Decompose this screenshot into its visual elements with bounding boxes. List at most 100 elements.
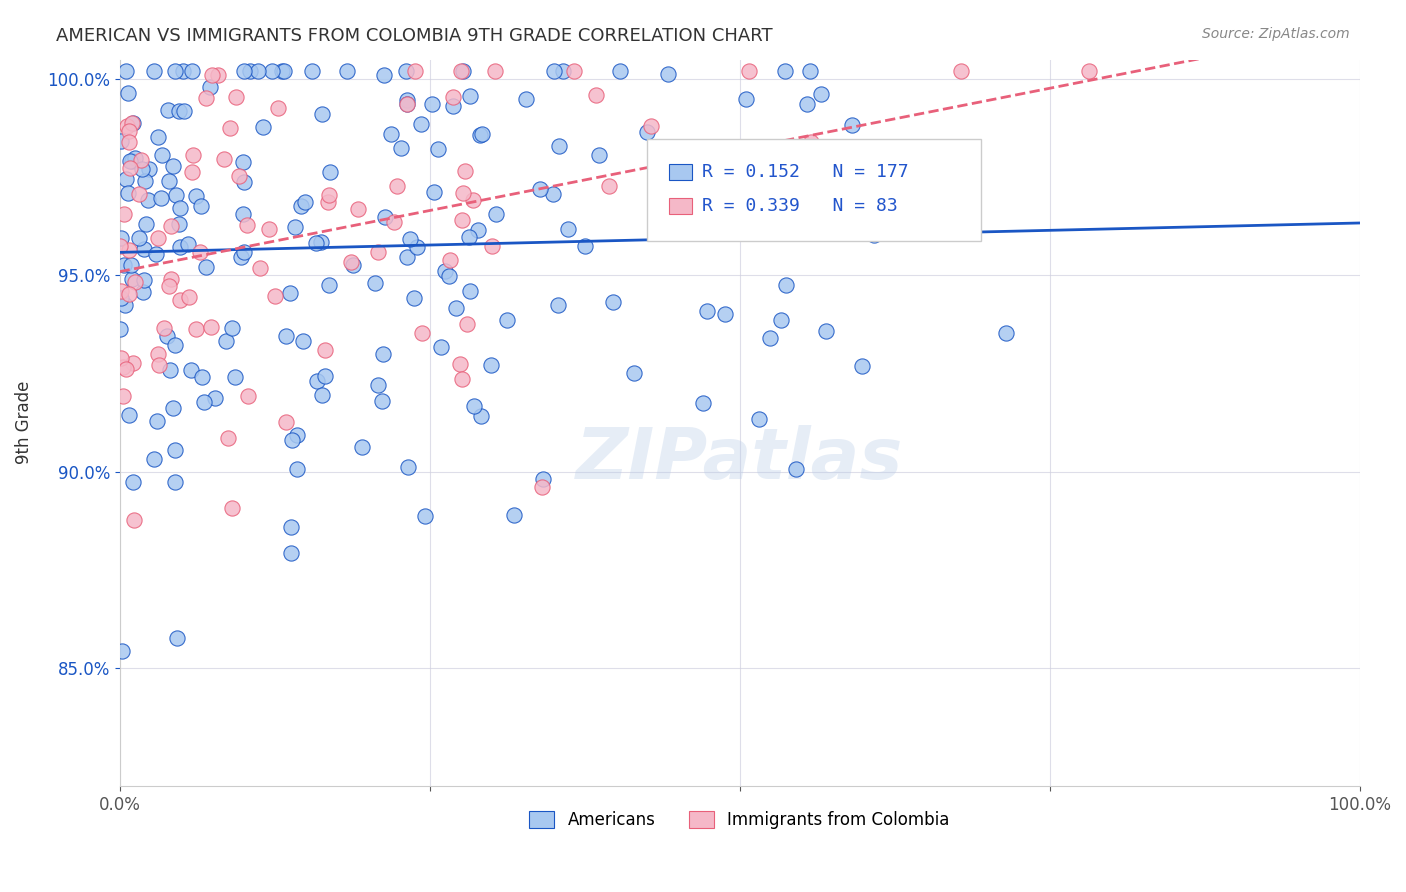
Americans: [371, 394, 394, 409]
Immigrants from Colombia: [450, 64, 472, 78]
Americans: [588, 148, 610, 162]
Americans: [458, 230, 481, 244]
Immigrants from Colombia: [598, 178, 620, 193]
Americans: [396, 96, 419, 111]
Immigrants from Colombia: [207, 68, 229, 82]
Americans: [172, 64, 194, 78]
Americans: [128, 231, 150, 245]
Immigrants from Colombia: [110, 351, 132, 365]
Americans: [301, 64, 323, 78]
Americans: [166, 631, 188, 645]
Americans: [609, 64, 631, 78]
Americans: [150, 191, 173, 205]
Immigrants from Colombia: [228, 169, 250, 184]
Americans: [350, 440, 373, 454]
Immigrants from Colombia: [111, 389, 134, 403]
Immigrants from Colombia: [212, 152, 235, 166]
Americans: [831, 177, 853, 191]
Americans: [430, 340, 453, 354]
Americans: [184, 189, 207, 203]
Americans: [121, 154, 143, 169]
Immigrants from Colombia: [111, 360, 134, 375]
Immigrants from Colombia: [263, 289, 285, 303]
Immigrants from Colombia: [461, 193, 484, 207]
Immigrants from Colombia: [346, 202, 368, 216]
Immigrants from Colombia: [180, 165, 202, 179]
Americans: [284, 219, 307, 234]
Immigrants from Colombia: [793, 159, 815, 173]
Immigrants from Colombia: [115, 120, 138, 134]
Americans: [163, 64, 186, 78]
Immigrants from Colombia: [738, 64, 761, 78]
Americans: [815, 324, 838, 338]
Americans: [551, 64, 574, 78]
Immigrants from Colombia: [159, 219, 181, 233]
Americans: [692, 396, 714, 410]
Americans: [318, 277, 340, 292]
Americans: [304, 235, 326, 250]
Immigrants from Colombia: [117, 135, 139, 149]
Immigrants from Colombia: [157, 279, 180, 293]
Americans: [775, 64, 797, 78]
Americans: [110, 134, 132, 148]
Americans: [799, 64, 821, 78]
Americans: [233, 175, 256, 189]
Americans: [232, 155, 254, 169]
Americans: [696, 303, 718, 318]
Americans: [775, 277, 797, 292]
Americans: [200, 80, 222, 95]
Americans: [311, 107, 333, 121]
Americans: [136, 193, 159, 207]
Americans: [851, 359, 873, 373]
Immigrants from Colombia: [122, 356, 145, 370]
Immigrants from Colombia: [153, 321, 176, 335]
Immigrants from Colombia: [367, 244, 389, 259]
Americans: [280, 433, 302, 447]
Americans: [134, 273, 156, 287]
Americans: [193, 394, 215, 409]
Immigrants from Colombia: [453, 163, 475, 178]
Americans: [110, 292, 132, 306]
Americans: [114, 64, 136, 78]
Text: R = 0.152   N = 177: R = 0.152 N = 177: [702, 163, 908, 181]
Americans: [470, 128, 492, 143]
Americans: [735, 93, 758, 107]
Americans: [165, 475, 187, 490]
Americans: [373, 347, 395, 361]
Americans: [121, 272, 143, 286]
Americans: [406, 240, 429, 254]
Americans: [713, 307, 735, 321]
Immigrants from Colombia: [122, 513, 145, 527]
Americans: [260, 64, 283, 78]
Americans: [180, 64, 202, 78]
Americans: [112, 258, 135, 272]
Americans: [311, 388, 333, 402]
Immigrants from Colombia: [194, 91, 217, 105]
Americans: [841, 118, 863, 132]
Americans: [309, 235, 332, 250]
Americans: [759, 331, 782, 345]
Americans: [150, 148, 173, 162]
Americans: [810, 87, 832, 101]
Americans: [162, 159, 184, 173]
Americans: [108, 321, 131, 335]
Americans: [434, 264, 457, 278]
Americans: [122, 116, 145, 130]
Immigrants from Colombia: [115, 361, 138, 376]
Americans: [290, 199, 312, 213]
Americans: [169, 201, 191, 215]
Immigrants from Colombia: [124, 275, 146, 289]
Immigrants from Colombia: [411, 326, 433, 340]
Americans: [602, 295, 624, 310]
Immigrants from Colombia: [177, 290, 200, 304]
Americans: [191, 369, 214, 384]
Immigrants from Colombia: [118, 244, 141, 258]
Americans: [246, 64, 269, 78]
Americans: [453, 64, 475, 78]
Americans: [190, 198, 212, 212]
Immigrants from Colombia: [188, 244, 211, 259]
Americans: [657, 67, 679, 81]
FancyBboxPatch shape: [647, 139, 981, 241]
Americans: [110, 231, 132, 245]
Americans: [117, 87, 139, 101]
